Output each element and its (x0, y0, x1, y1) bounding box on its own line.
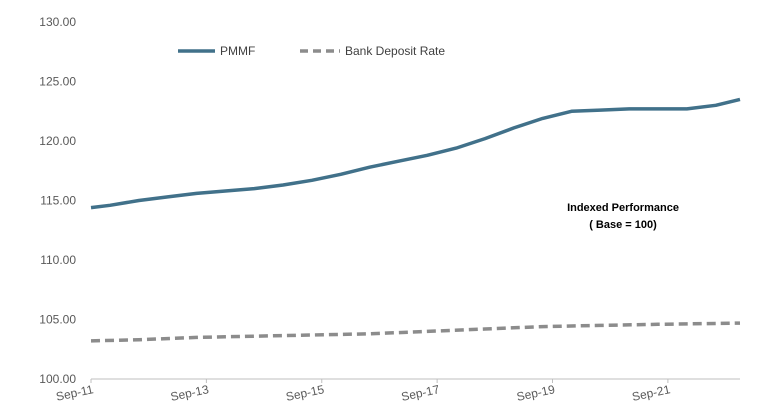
x-axis: Sep-11 Sep-13 Sep-15 Sep-17 Sep-19 Sep-21 (55, 378, 740, 404)
y-tick-label: 110.00 (40, 253, 76, 267)
annotation-subtitle: ( Base = 100) (589, 219, 657, 231)
y-tick-label: 125.00 (39, 75, 76, 89)
legend: PMMF Bank Deposit Rate (178, 44, 445, 58)
y-axis: 100.00 105.00 110.00 115.00 120.00 125.00 130.… (39, 15, 76, 386)
y-tick-label: 100.00 (39, 372, 76, 386)
annotation: Indexed Performance ( Base = 100) (567, 202, 679, 231)
legend-label-bank-deposit-rate: Bank Deposit Rate (345, 44, 445, 58)
series-line-pmmf (90, 97, 741, 210)
series-line-bank-deposit-rate (90, 321, 741, 343)
legend-item-bank-deposit-rate: Bank Deposit Rate (300, 44, 445, 58)
x-tick-label: Sep-19 (515, 382, 556, 404)
x-tick-label: Sep-13 (169, 382, 210, 404)
y-tick-label: 130.00 (39, 15, 76, 29)
x-tick-label: Sep-17 (400, 382, 441, 404)
y-tick-label: 115.00 (40, 194, 76, 208)
x-tick-label: Sep-15 (285, 382, 326, 404)
annotation-title: Indexed Performance (567, 202, 679, 214)
legend-item-pmmf: PMMF (178, 44, 255, 58)
y-tick-label: 105.00 (39, 313, 76, 327)
y-tick-label: 120.00 (39, 134, 76, 148)
series-layer (90, 97, 741, 343)
legend-label-pmmf: PMMF (220, 44, 255, 58)
x-tick-label: Sep-21 (631, 382, 672, 404)
